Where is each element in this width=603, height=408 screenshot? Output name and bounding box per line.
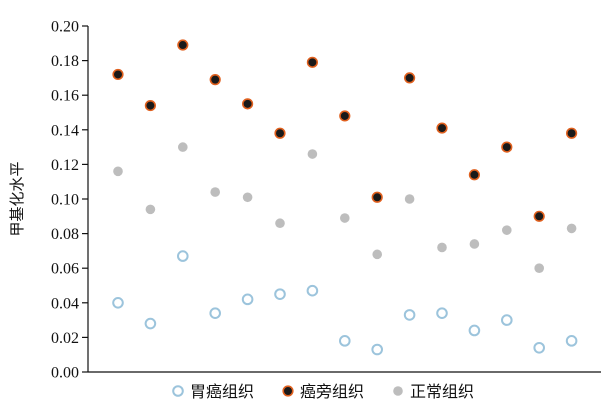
legend-label: 癌旁组织 xyxy=(300,382,364,401)
paracancer-point xyxy=(209,74,221,86)
paracancer-legend-icon xyxy=(282,385,294,397)
y-tick-label: 0.16 xyxy=(51,88,79,105)
y-tick-label: 0.14 xyxy=(51,122,79,139)
y-tick-label: 0.02 xyxy=(51,330,79,347)
normal-tissue-point xyxy=(372,249,383,260)
gastric-cancer-point xyxy=(468,324,481,337)
gastric-cancer-point xyxy=(371,343,384,356)
gastric-cancer-point xyxy=(209,307,221,319)
normal-tissue-point xyxy=(404,194,415,204)
normal-tissue-point xyxy=(437,242,447,253)
paracancer-point xyxy=(501,141,513,153)
data-points xyxy=(112,39,578,356)
y-tick-label: 0.12 xyxy=(51,157,79,174)
normal-tissue-point xyxy=(566,223,577,234)
legend-label: 正常组织 xyxy=(410,382,474,401)
paracancer-point xyxy=(144,99,156,112)
gastric-cancer-point xyxy=(339,335,351,347)
normal-tissue-point xyxy=(340,213,350,223)
gastric-cancer-point xyxy=(306,284,319,297)
normal-tissue-point xyxy=(469,239,480,249)
paracancer-point xyxy=(306,56,319,68)
gastric-cancer-point xyxy=(241,293,254,306)
gastric-cancer-point xyxy=(177,250,189,262)
legend-item: 癌旁组织 xyxy=(282,382,364,401)
paracancer-point xyxy=(339,110,351,122)
paracancer-point xyxy=(274,127,286,139)
legend: 胃癌组织 癌旁组织 正常组织 xyxy=(172,382,474,401)
y-tick-label: 0.00 xyxy=(51,365,79,382)
paracancer-point xyxy=(177,39,189,51)
legend-item: 正常组织 xyxy=(393,382,474,401)
y-tick-label: 0.10 xyxy=(51,192,79,209)
y-tick-label: 0.06 xyxy=(51,261,79,278)
normal-tissue-point xyxy=(145,204,156,215)
normal-tissue-point xyxy=(113,166,123,177)
gastric-cancer-point xyxy=(565,335,578,347)
y-axis-title: 甲基化水平 xyxy=(8,161,26,236)
legend-label: 胃癌组织 xyxy=(190,382,254,401)
legend-item: 胃癌组织 xyxy=(172,382,254,401)
y-axis: 0.00 0.02 0.04 0.06 0.08 0.10 0.12 0.14 0.16 0.18… xyxy=(51,19,89,382)
paracancer-point xyxy=(242,98,254,110)
gastric-cancer-point xyxy=(112,297,124,309)
gastric-cancer-point xyxy=(501,314,513,326)
gastric-cancer-point xyxy=(144,317,157,330)
normal-tissue-point xyxy=(307,149,318,159)
normal-tissue-point xyxy=(534,263,544,274)
gastric-cancer-legend-icon xyxy=(172,385,184,397)
paracancer-point xyxy=(565,127,578,139)
paracancer-point xyxy=(468,169,481,181)
paracancer-point xyxy=(112,68,124,81)
paracancer-point xyxy=(533,210,545,222)
normal-tissue-point xyxy=(242,192,253,203)
gastric-cancer-point xyxy=(533,341,546,354)
y-tick-label: 0.08 xyxy=(51,226,79,243)
paracancer-point xyxy=(404,72,416,84)
paracancer-point xyxy=(436,122,448,134)
normal-tissue-point xyxy=(178,142,188,152)
normal-tissue-point xyxy=(275,218,285,229)
y-tick-label: 0.20 xyxy=(51,19,79,36)
gastric-cancer-point xyxy=(403,309,416,321)
gastric-cancer-point xyxy=(436,307,448,319)
normal-tissue-point xyxy=(210,187,220,197)
normal-tissue-legend-icon xyxy=(393,386,403,396)
normal-tissue-point xyxy=(502,225,512,235)
paracancer-point xyxy=(371,191,383,203)
gastric-cancer-point xyxy=(274,288,286,300)
y-tick-label: 0.04 xyxy=(51,295,79,312)
y-tick-label: 0.18 xyxy=(51,53,79,70)
